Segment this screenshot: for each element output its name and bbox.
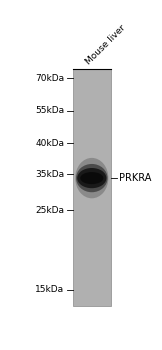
Text: 40kDa: 40kDa (35, 139, 64, 148)
Ellipse shape (76, 164, 108, 192)
Text: 70kDa: 70kDa (35, 74, 64, 83)
Text: 35kDa: 35kDa (35, 169, 64, 178)
Text: 15kDa: 15kDa (35, 286, 64, 294)
Ellipse shape (75, 158, 108, 198)
Text: 25kDa: 25kDa (35, 206, 64, 215)
Text: Mouse liver: Mouse liver (84, 23, 127, 66)
Text: PRKRA: PRKRA (119, 173, 152, 183)
Text: 55kDa: 55kDa (35, 106, 64, 115)
Bar (73, 69, 111, 306)
Ellipse shape (77, 168, 106, 188)
Ellipse shape (80, 172, 103, 184)
